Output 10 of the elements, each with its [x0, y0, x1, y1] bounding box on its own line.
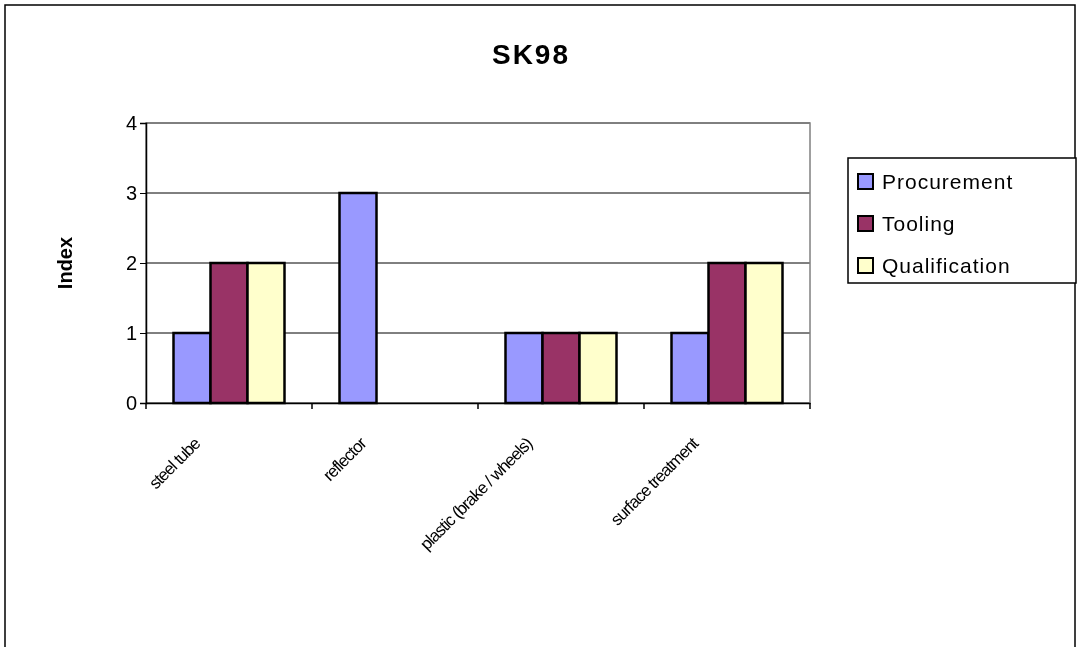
y-tick-label: 4	[125, 111, 137, 134]
y-tick-label: 1	[125, 321, 137, 344]
legend-label: Tooling	[882, 212, 956, 235]
legend-label: Procurement	[882, 170, 1014, 193]
y-tick-label: 2	[125, 251, 137, 274]
chart-title: SK98	[491, 39, 571, 70]
legend-label: Qualification	[882, 254, 1011, 277]
y-tick-label: 0	[125, 391, 137, 414]
y-axis-title: Index	[54, 236, 76, 290]
y-tick-label: 3	[125, 181, 137, 204]
